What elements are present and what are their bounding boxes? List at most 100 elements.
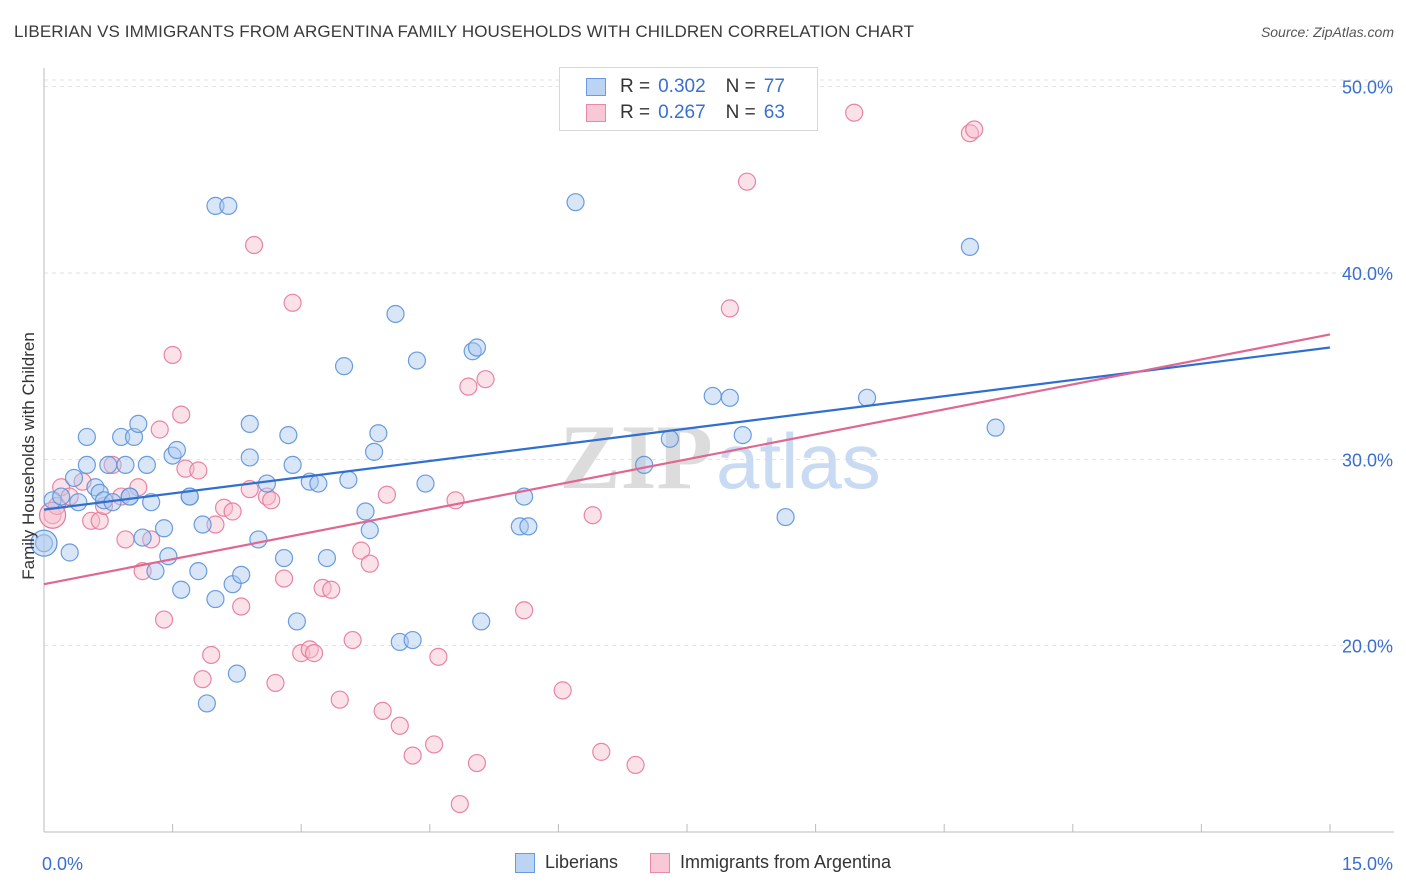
- liberians-point: [274, 548, 294, 568]
- liberians-point: [197, 694, 216, 713]
- argentina-point: [322, 580, 341, 599]
- y-tick-label: 30.0%: [1342, 450, 1393, 470]
- legend-r-value: 0.267: [658, 102, 706, 123]
- argentina-point: [202, 645, 221, 665]
- argentina-point: [737, 172, 757, 191]
- liberians-point: [364, 442, 384, 461]
- liberians-point: [112, 427, 131, 447]
- liberians-trend-line: [43, 346, 1331, 511]
- liberians-point: [120, 487, 139, 506]
- liberians-point: [30, 529, 58, 557]
- liberians-point: [219, 196, 238, 215]
- liberians-point: [339, 470, 358, 489]
- argentina-point: [476, 370, 495, 389]
- argentina-trend-line: [43, 333, 1331, 586]
- liberians-point: [206, 589, 225, 609]
- liberians-point: [142, 493, 161, 512]
- bottom-legend-swatch-pink: [649, 852, 670, 873]
- liberians-point: [232, 565, 251, 584]
- watermark-zip: ZIP: [559, 406, 712, 508]
- liberians-point: [99, 455, 118, 475]
- liberians-point: [279, 425, 298, 445]
- liberians-point: [356, 502, 375, 521]
- liberians-point: [733, 425, 752, 445]
- liberians-point: [146, 562, 165, 581]
- liberians-point: [857, 388, 877, 407]
- chart-title: LIBERIAN VS IMMIGRANTS FROM ARGENTINA FA…: [14, 22, 915, 41]
- liberians-point: [407, 351, 427, 370]
- y-tick-label: 50.0%: [1342, 78, 1393, 98]
- x-tick-label: 0.0%: [42, 854, 83, 874]
- tick-labels: 20.0% 30.0% 40.0% 50.0% 0.0% 15.0%: [42, 78, 1393, 874]
- argentina-point: [467, 753, 487, 773]
- argentina-point: [330, 690, 349, 709]
- liberians-point: [283, 455, 302, 475]
- liberians-point: [240, 448, 259, 467]
- liberians-point: [334, 357, 354, 376]
- argentina-point: [360, 554, 379, 573]
- argentina-point: [553, 681, 572, 700]
- bottom-legend-liberians: Liberians: [514, 852, 618, 873]
- liberians-point: [69, 493, 88, 512]
- liberians-point: [240, 414, 259, 434]
- liberians-point: [64, 468, 84, 488]
- legend-box: R = 0.302 N = 77 R = 0.267 N = 63: [559, 67, 818, 131]
- y-axis-label: Family Households with Children: [19, 332, 38, 580]
- liberians-point: [986, 418, 1005, 437]
- argentina-point: [244, 235, 264, 255]
- argentina-point: [429, 647, 448, 666]
- bottom-legend-argentina: Immigrants from Argentina: [649, 852, 892, 873]
- argentina-point: [154, 610, 174, 629]
- argentina-point: [403, 746, 422, 765]
- argentina-point: [583, 506, 602, 525]
- liberians-point: [635, 455, 654, 475]
- trend-lines: [43, 333, 1331, 586]
- argentina-point: [373, 701, 392, 720]
- liberians-point: [206, 196, 225, 215]
- axes: [43, 68, 1394, 833]
- argentina-point: [515, 601, 534, 620]
- liberians-point: [566, 193, 585, 212]
- argentina-point: [189, 461, 208, 480]
- series-argentina-points: [38, 103, 984, 814]
- liberians-point: [77, 455, 96, 475]
- legend-n-value: 77: [763, 76, 785, 97]
- liberians-point: [154, 519, 174, 538]
- liberians-point: [660, 429, 679, 448]
- legend-swatch-pink: [586, 104, 606, 122]
- argentina-point: [172, 405, 191, 424]
- y-tick-label: 40.0%: [1342, 264, 1393, 284]
- legend-swatch-blue: [586, 78, 606, 96]
- argentina-point: [377, 485, 397, 504]
- liberians-point: [52, 487, 71, 506]
- argentina-point: [262, 491, 281, 510]
- argentina-point: [390, 716, 409, 735]
- liberians-point: [703, 386, 722, 406]
- legend-n-value: 63: [763, 102, 785, 123]
- watermark-atlas: atlas: [716, 417, 881, 505]
- argentina-point: [163, 345, 182, 365]
- argentina-point: [116, 530, 135, 549]
- argentina-point: [193, 670, 212, 689]
- legend-row-liberians: R = 0.302 N = 77: [586, 76, 785, 98]
- argentina-point: [845, 103, 864, 122]
- bottom-legend-label: Immigrants from Argentina: [679, 852, 892, 872]
- liberians-point: [960, 237, 980, 256]
- argentina-point: [459, 377, 478, 396]
- liberians-point: [309, 474, 328, 493]
- legend-r-label: R =: [620, 76, 651, 97]
- liberians-point: [287, 612, 307, 631]
- liberians-point: [386, 304, 405, 324]
- liberians-point: [60, 543, 79, 562]
- liberians-point: [172, 580, 191, 599]
- liberians-point: [369, 424, 388, 443]
- liberians-point: [416, 474, 435, 493]
- liberians-point: [403, 630, 422, 650]
- argentina-point: [150, 420, 169, 439]
- legend-r-value: 0.302: [658, 76, 706, 97]
- liberians-point: [133, 528, 152, 547]
- argentina-point: [343, 630, 362, 650]
- legend-n-label: N =: [725, 102, 756, 123]
- liberians-point: [116, 455, 135, 475]
